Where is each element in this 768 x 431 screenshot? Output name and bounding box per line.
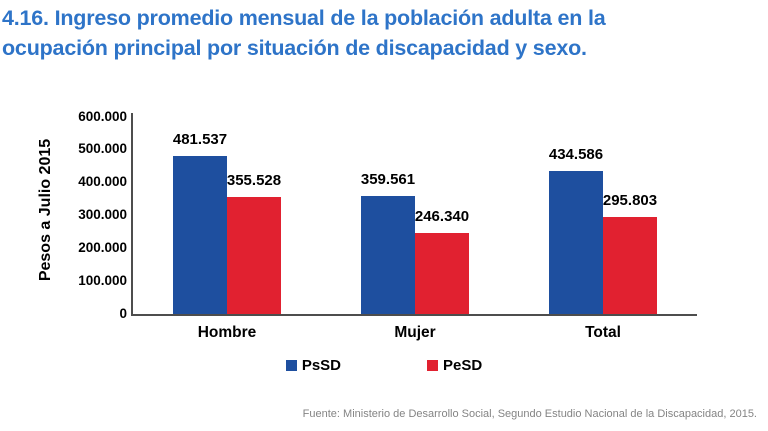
legend-item-pssd: PsSD	[285, 356, 341, 374]
bar-value-label: 434.586	[548, 145, 604, 163]
y-axis-ticks: 0 100.000 200.000 300.000 400.000 500.000 600.…	[40, 109, 127, 322]
x-category-label: Mujer	[394, 324, 436, 341]
y-tick-label: 300.000	[78, 207, 127, 223]
y-tick-label: 400.000	[78, 174, 127, 190]
y-tick-label: 200.000	[78, 240, 127, 256]
legend-item-pesd: PeSD	[427, 357, 482, 374]
bar-pesd-total	[603, 216, 657, 314]
chart-title-line-1: 4.16. Ingreso promedio mensual de la pob…	[2, 6, 606, 30]
x-category-label: Hombre	[197, 324, 257, 341]
y-tick-label: 600.000	[78, 108, 127, 124]
y-tick-label: 100.000	[78, 273, 127, 289]
plot-area: 481.537 355.528 359.561 246.340 434.586 295.8…	[131, 113, 697, 316]
legend-label-pesd: PeSD	[443, 356, 483, 374]
y-tick-label: 0	[119, 306, 127, 321]
legend-label-pssd: PsSD	[301, 356, 341, 374]
chart-title-line-2: ocupación principal por situación de dis…	[2, 36, 587, 60]
pssd-swatch-icon	[285, 359, 297, 371]
bar-value-label: 481.537	[172, 130, 228, 148]
x-category-label: Total	[585, 324, 621, 341]
pesd-swatch-icon	[427, 359, 438, 371]
source-note: Fuente: Ministerio de Desarrollo Social,…	[302, 408, 757, 420]
bar-value-label: 295.803	[602, 191, 658, 209]
bar-pssd-mujer	[361, 195, 415, 314]
bar-pesd-mujer	[415, 232, 469, 314]
bar-value-label: 359.561	[360, 170, 416, 188]
y-tick-label: 500.000	[78, 141, 127, 157]
bar-pssd-total	[549, 170, 603, 314]
bar-pesd-hombre	[227, 197, 281, 314]
bar-pssd-hombre	[173, 155, 227, 314]
bar-value-label: 246.340	[414, 207, 470, 225]
chart-title: 4.16. Ingreso promedio mensual de la pob…	[2, 3, 766, 63]
bar-value-label: 355.528	[226, 172, 282, 189]
legend: PsSD PeSD	[0, 356, 768, 374]
x-axis-labels: Hombre Mujer Total	[133, 324, 697, 344]
